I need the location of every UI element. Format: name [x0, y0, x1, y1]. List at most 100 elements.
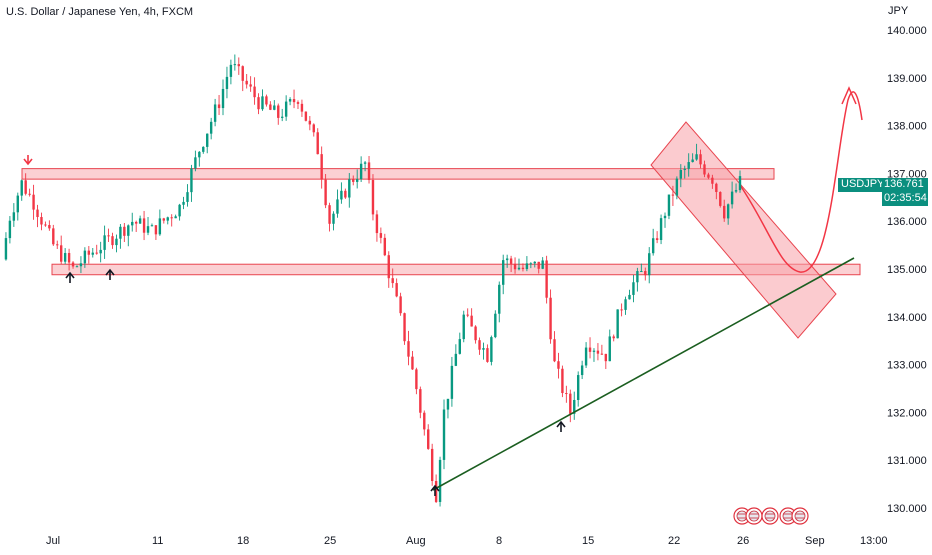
x-tick-label: Sep: [805, 535, 825, 547]
candle-body: [107, 235, 110, 237]
candle-body: [253, 86, 256, 98]
candle-body: [679, 169, 683, 179]
candle-body: [336, 199, 339, 214]
event-flag: [794, 510, 806, 522]
y-tick-label: 130.000: [887, 503, 927, 515]
candle-body: [320, 154, 323, 180]
candle-body: [273, 105, 276, 110]
candle-body: [166, 217, 169, 221]
up-arrow-icon: [105, 268, 115, 280]
candle-body: [67, 253, 71, 263]
candle-body: [71, 262, 75, 267]
candle-body: [644, 271, 647, 276]
events-layer[interactable]: [733, 507, 809, 525]
candle-body: [202, 146, 205, 152]
x-tick-label: 26: [737, 535, 749, 547]
arrows-layer: [23, 155, 566, 496]
candle-body: [726, 204, 730, 219]
candle-body: [502, 260, 505, 285]
candle-body: [119, 226, 122, 239]
descending-channel: [650, 121, 837, 339]
candle-body: [624, 299, 627, 310]
candle-body: [608, 336, 611, 362]
candle-body: [340, 190, 343, 200]
candle-body: [541, 260, 544, 269]
candle-body: [249, 84, 252, 87]
candle-body: [711, 177, 714, 184]
candle-body: [162, 218, 166, 221]
candle-body: [486, 348, 489, 362]
x-tick-label: 18: [237, 535, 249, 547]
candle-body: [48, 225, 51, 229]
candle-body: [170, 217, 173, 219]
candle-body: [312, 124, 315, 133]
candle-body: [138, 218, 142, 224]
candle-body: [450, 365, 454, 399]
candle-body: [59, 245, 63, 262]
candle-body: [454, 353, 458, 366]
up-arrow-icon: [556, 420, 566, 432]
candle-body: [395, 283, 398, 297]
candle-body: [596, 350, 600, 354]
candle-body: [52, 228, 55, 245]
down-arrow-icon: [23, 155, 33, 166]
candle-body: [715, 183, 718, 193]
candle-body: [478, 340, 481, 350]
event-flag: [748, 510, 760, 522]
candle-body: [671, 194, 675, 196]
candle-body: [612, 336, 615, 339]
candle-body: [537, 261, 540, 269]
y-axis[interactable]: JPY 140.000 139.000 138.000 137.000 136.000 13…: [887, 5, 927, 515]
candle-body: [640, 271, 643, 273]
candle-body: [600, 353, 604, 355]
x-tick-label: 15: [582, 535, 594, 547]
x-tick-label: 22: [668, 535, 680, 547]
candle-body: [529, 263, 533, 265]
candle-body: [738, 176, 742, 191]
y-tick-label: 132.000: [887, 407, 927, 419]
resistance-zone: [21, 168, 775, 180]
price-badge: 136.761: [882, 178, 928, 192]
y-tick-label: 138.000: [887, 121, 927, 133]
candle-body: [56, 244, 59, 246]
candle-body: [63, 253, 67, 262]
candle-body: [561, 368, 564, 394]
candle-body: [324, 179, 327, 206]
candle-body: [628, 294, 631, 300]
candle-body: [734, 190, 738, 192]
symbol-badge: USDJPY: [838, 178, 884, 192]
candle-body: [284, 101, 288, 117]
x-axis[interactable]: Jul 11 18 25 Aug 8 15 22 26 Sep 13:00: [46, 535, 888, 547]
candle-body: [79, 263, 83, 267]
candle-body: [509, 258, 513, 264]
candle-body: [296, 102, 300, 104]
candle-body: [663, 215, 667, 219]
candle-body: [363, 162, 367, 164]
candle-body: [355, 179, 359, 182]
candle-body: [632, 282, 635, 295]
candle-body: [95, 252, 98, 254]
candle-body: [328, 205, 331, 224]
candle-body: [174, 216, 177, 219]
candle-body: [348, 179, 351, 198]
candle-body: [261, 96, 264, 110]
candle-body: [241, 66, 244, 81]
candle-body: [245, 80, 248, 85]
up-arrow-icon: [430, 484, 440, 496]
candle-body: [505, 258, 509, 261]
candle-body: [387, 255, 390, 279]
x-tick-label: Aug: [406, 535, 426, 547]
candle-body: [40, 217, 43, 225]
candle-body: [482, 348, 485, 350]
candle-body: [265, 96, 268, 105]
candle-body: [111, 236, 114, 246]
candle-body: [4, 238, 8, 260]
bar-countdown: 02:35:54: [884, 192, 927, 204]
candle-body: [146, 226, 150, 233]
candle-body: [442, 409, 446, 460]
candle-body: [36, 209, 39, 218]
channel-layer: [650, 86, 863, 339]
y-tick-label: 140.000: [887, 25, 927, 37]
